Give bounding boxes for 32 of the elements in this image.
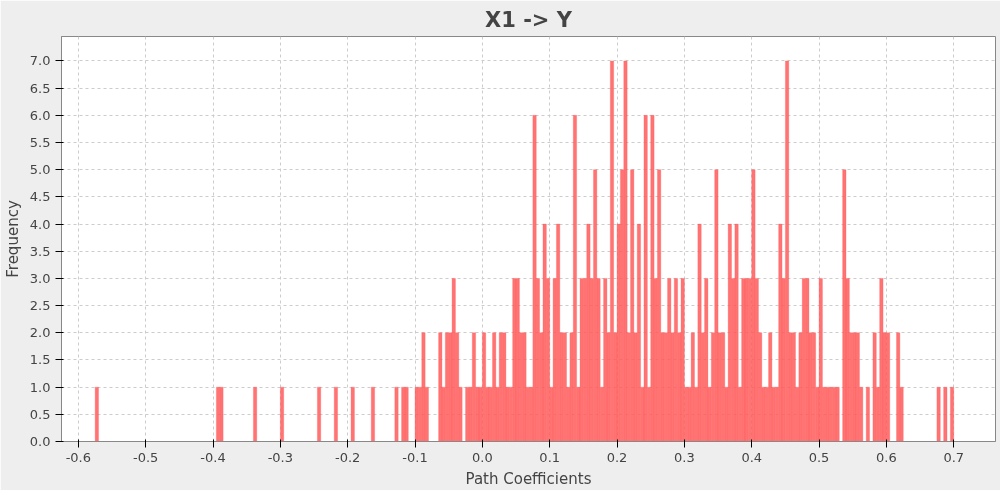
x-tick-label: -0.3 xyxy=(267,449,294,465)
x-tick-label: -0.2 xyxy=(335,449,361,465)
x-tick-label: 0.1 xyxy=(539,449,561,465)
x-tick-label: -0.1 xyxy=(402,449,428,465)
x-tick-label: -0.4 xyxy=(200,449,226,465)
x-tick-label: 0.4 xyxy=(741,449,763,465)
y-tick-label: 0.5 xyxy=(29,406,51,422)
x-axis-title: Path Coefficients xyxy=(465,469,592,488)
y-tick-label: 3.5 xyxy=(29,243,51,259)
x-tick-label: 0.6 xyxy=(876,449,897,465)
x-tick-label: -0.6 xyxy=(65,449,92,465)
y-tick-label: 2.0 xyxy=(29,325,51,341)
y-tick-label: 7.0 xyxy=(29,53,51,69)
y-tick-label: 6.5 xyxy=(29,80,51,96)
y-tick-label: 4.5 xyxy=(29,189,51,205)
chart-title: X1 -> Y xyxy=(485,7,573,32)
y-tick-label: 0.0 xyxy=(29,434,51,449)
x-tick-label: 0.3 xyxy=(674,449,695,465)
x-tick-label: 0.2 xyxy=(606,449,628,465)
x-tick-label: 0.0 xyxy=(472,449,493,465)
y-axis-title: Frequency xyxy=(3,200,22,278)
y-tick-label: 6.0 xyxy=(29,107,51,123)
x-tick-label: 0.7 xyxy=(943,449,965,465)
y-tick-label: 3.0 xyxy=(29,270,51,286)
y-tick-label: 5.5 xyxy=(29,135,51,151)
y-tick-label: 5.0 xyxy=(29,162,51,178)
y-tick-label: 4.0 xyxy=(29,216,51,232)
y-tick-label: 1.0 xyxy=(29,379,51,395)
x-tick-label: -0.5 xyxy=(132,449,159,465)
y-tick-label: 1.5 xyxy=(29,352,51,368)
x-tick-label: 0.5 xyxy=(808,449,830,465)
y-tick-label: 2.5 xyxy=(29,298,51,314)
